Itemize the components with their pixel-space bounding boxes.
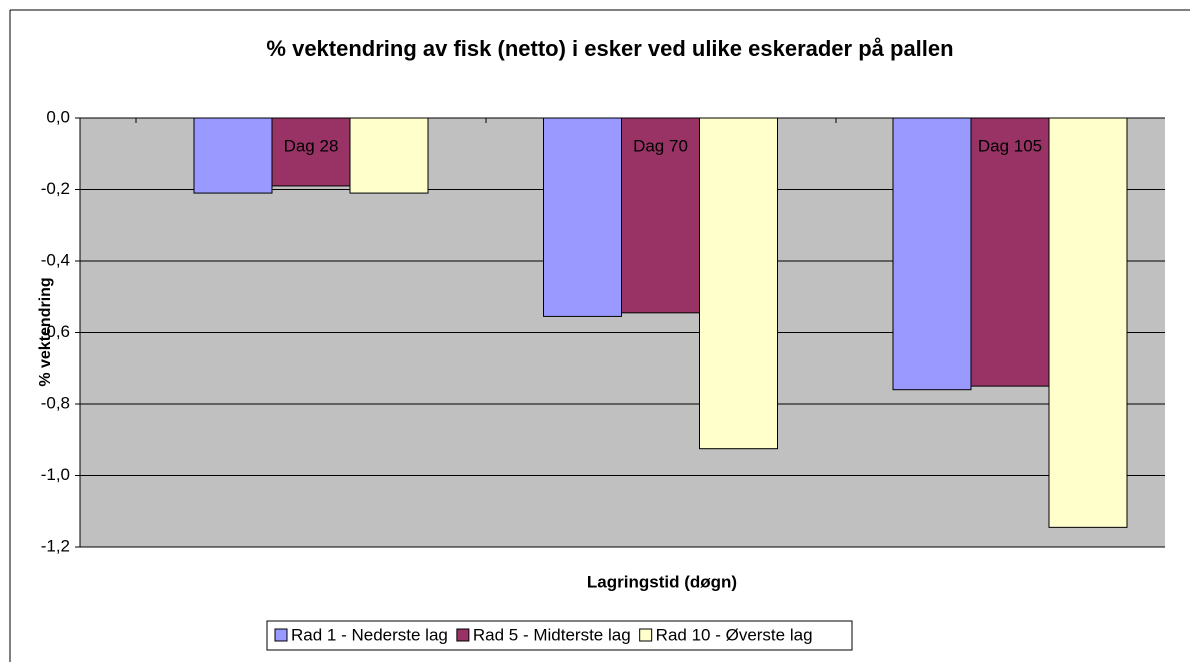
bar <box>1048 117 1128 528</box>
bar <box>621 117 700 314</box>
chart-title: % vektendring av fisk (netto) i esker ve… <box>266 36 953 61</box>
bar <box>271 117 351 187</box>
legend-swatch <box>274 628 288 642</box>
y-tick-label: -1,2 <box>41 536 70 555</box>
y-axis-label: % vektendring <box>37 277 54 386</box>
legend-label: Rad 1 - Nederste lag <box>291 625 448 644</box>
category-label: Dag 105 <box>978 136 1042 155</box>
y-tick-label: -0,2 <box>41 179 70 198</box>
bar <box>193 117 273 194</box>
category-label: Dag 70 <box>633 136 688 155</box>
legend-label: Rad 5 - Midterste lag <box>473 625 631 644</box>
bar <box>699 117 778 450</box>
bar <box>543 117 622 317</box>
legend-box <box>266 620 853 651</box>
y-tick-label: -1,0 <box>41 465 70 484</box>
bar <box>349 117 429 194</box>
x-axis-label: Lagringstid (døgn) <box>587 572 737 591</box>
y-tick-label: -0,8 <box>41 393 70 412</box>
bar <box>892 117 972 391</box>
bar <box>970 117 1050 387</box>
y-tick-label: 0,0 <box>46 107 70 126</box>
legend-label: Rad 10 - Øverste lag <box>656 625 813 644</box>
y-tick-label: -0,6 <box>41 322 70 341</box>
y-tick-label: -0,4 <box>41 250 70 269</box>
legend-swatch <box>456 628 470 642</box>
category-label: Dag 28 <box>284 136 339 155</box>
legend-swatch <box>639 628 653 642</box>
